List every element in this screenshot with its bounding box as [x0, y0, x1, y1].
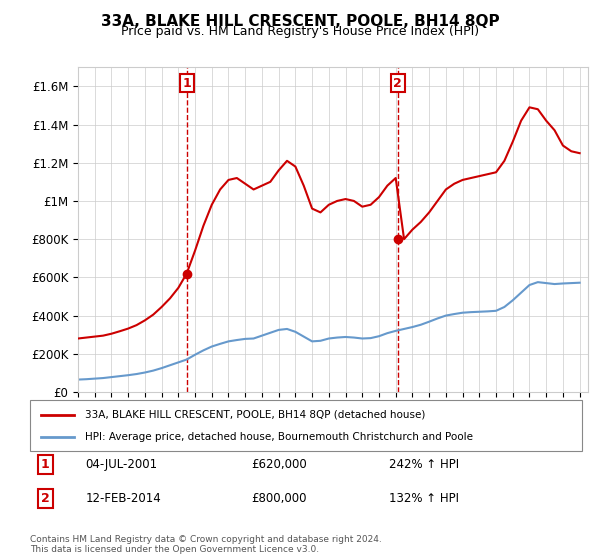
Text: £620,000: £620,000	[251, 458, 307, 472]
Text: £800,000: £800,000	[251, 492, 307, 505]
FancyBboxPatch shape	[30, 400, 582, 451]
Text: Contains HM Land Registry data © Crown copyright and database right 2024.
This d: Contains HM Land Registry data © Crown c…	[30, 535, 382, 554]
Text: 2: 2	[394, 77, 402, 90]
Text: 33A, BLAKE HILL CRESCENT, POOLE, BH14 8QP (detached house): 33A, BLAKE HILL CRESCENT, POOLE, BH14 8Q…	[85, 409, 425, 419]
Text: 04-JUL-2001: 04-JUL-2001	[85, 458, 157, 472]
Text: 12-FEB-2014: 12-FEB-2014	[85, 492, 161, 505]
Text: HPI: Average price, detached house, Bournemouth Christchurch and Poole: HPI: Average price, detached house, Bour…	[85, 432, 473, 442]
Text: 242% ↑ HPI: 242% ↑ HPI	[389, 458, 459, 472]
Text: 33A, BLAKE HILL CRESCENT, POOLE, BH14 8QP: 33A, BLAKE HILL CRESCENT, POOLE, BH14 8Q…	[101, 14, 499, 29]
Text: Price paid vs. HM Land Registry's House Price Index (HPI): Price paid vs. HM Land Registry's House …	[121, 25, 479, 38]
Text: 2: 2	[41, 492, 50, 505]
Text: 1: 1	[41, 458, 50, 472]
Text: 132% ↑ HPI: 132% ↑ HPI	[389, 492, 459, 505]
Text: 1: 1	[182, 77, 191, 90]
